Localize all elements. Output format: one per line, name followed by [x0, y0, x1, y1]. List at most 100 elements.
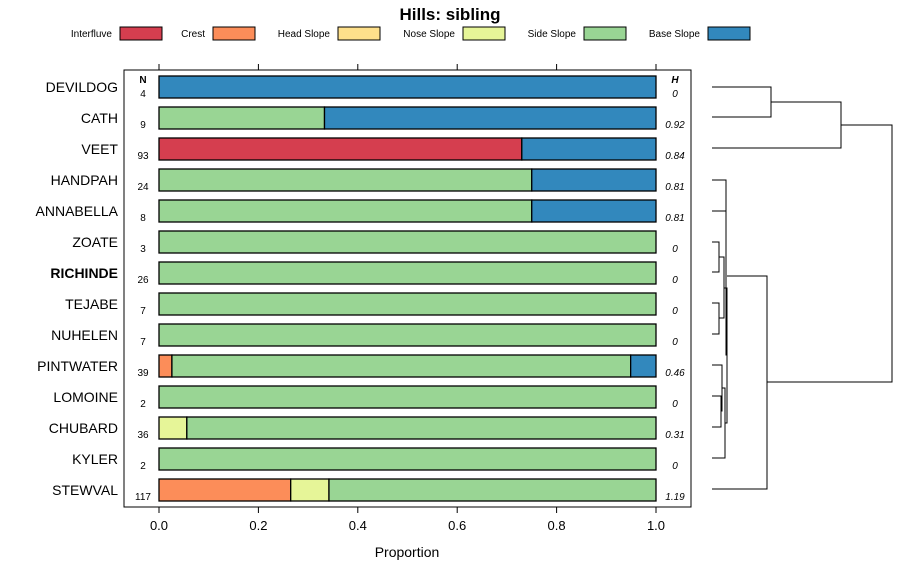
dendrogram-branch [712, 275, 768, 490]
n-value: 39 [137, 368, 149, 379]
n-value: 2 [140, 461, 146, 472]
row-label: NUHELEN [51, 327, 118, 343]
bar-segment-side-slope [158, 385, 657, 409]
row-nuhelen: NUHELEN 7 0 [51, 323, 678, 348]
row-label: LOMOINE [53, 389, 118, 405]
x-tick-label: 0.8 [548, 518, 566, 533]
bar-segment-side-slope [158, 230, 657, 254]
row-handpah: HANDPAH 24 0.81 [51, 168, 685, 193]
n-value: 4 [140, 89, 146, 100]
x-tick-label: 0.0 [150, 518, 168, 533]
row-richinde: RICHINDE 26 0 [50, 261, 678, 286]
n-value: 93 [137, 151, 149, 162]
legend-swatch [337, 26, 381, 41]
bar-segment-crest [158, 354, 173, 378]
row-label: CATH [81, 110, 118, 126]
x-tick-label: 0.2 [249, 518, 267, 533]
row-chubard: CHUBARD 36 0.31 [49, 416, 685, 441]
row-kyler: KYLER 2 0 [72, 447, 678, 472]
row-cath: CATH 9 0.92 [81, 106, 685, 131]
row-pintwater: PINTWATER 39 0.46 [37, 354, 685, 379]
legend-label: Side Slope [528, 29, 577, 40]
legend-swatch [583, 26, 627, 41]
n-value: 2 [140, 399, 146, 410]
x-tick-label: 1.0 [647, 518, 665, 533]
row-label: PINTWATER [37, 358, 118, 374]
row-label: KYLER [72, 451, 118, 467]
h-column-header: H [671, 75, 679, 86]
legend-swatch [119, 26, 163, 41]
dendrogram-branch [712, 86, 772, 118]
n-value: 36 [137, 430, 149, 441]
bar-segment-base-slope [323, 106, 657, 130]
plot-frame [123, 69, 692, 508]
legend-label: Interfluve [71, 29, 113, 40]
row-label: STEWVAL [52, 482, 118, 498]
row-lomoine: LOMOINE 2 0 [53, 385, 678, 410]
dendrogram-branch [712, 101, 842, 149]
row-label: ZOATE [72, 234, 118, 250]
n-column-header: N [139, 75, 146, 86]
legend-swatch [462, 26, 506, 41]
row-devildog: DEVILDOG 4 0 [46, 75, 678, 100]
dendrogram-branch [712, 395, 722, 428]
legend-label: Head Slope [278, 29, 331, 40]
dendrogram-branch [712, 241, 720, 273]
h-value: 0.81 [665, 182, 684, 193]
h-value: 0.92 [665, 120, 685, 131]
h-value: 0.81 [665, 213, 684, 224]
row-label: HANDPAH [51, 172, 118, 188]
legend: Interfluve Crest Head Slope Nose Slope Side … [71, 26, 751, 41]
bar-segment-base-slope [630, 354, 657, 378]
x-axis-label: Proportion [375, 544, 440, 560]
bar-segment-nose-slope [158, 416, 188, 440]
bar-segment-base-slope [531, 168, 657, 192]
legend-label: Nose Slope [403, 29, 455, 40]
n-value: 8 [140, 213, 146, 224]
legend-swatch [707, 26, 751, 41]
x-tick-label: 0.4 [349, 518, 367, 533]
bar-segment-side-slope [186, 416, 657, 440]
n-value: 24 [137, 182, 149, 193]
bar-segment-side-slope [158, 168, 533, 192]
dendrogram-branch [767, 124, 893, 383]
n-value: 7 [140, 337, 146, 348]
h-value: 0 [672, 399, 678, 410]
row-label: DEVILDOG [46, 79, 118, 95]
bar-segment-side-slope [158, 199, 533, 223]
row-label: ANNABELLA [36, 203, 119, 219]
bar-segment-side-slope [328, 478, 657, 502]
legend-label: Crest [181, 29, 205, 40]
bar-segment-side-slope [171, 354, 632, 378]
chart-title: Hills: sibling [399, 5, 500, 24]
dendrogram-branch [725, 196, 727, 356]
row-label: TEJABE [65, 296, 118, 312]
row-label: CHUBARD [49, 420, 118, 436]
n-value: 7 [140, 306, 146, 317]
n-value: 26 [137, 275, 149, 286]
row-zoate: ZOATE 3 0 [72, 230, 678, 255]
h-value: 0 [672, 89, 678, 100]
n-value: 9 [140, 120, 146, 131]
bar-segment-base-slope [521, 137, 657, 161]
bar-segment-side-slope [158, 447, 657, 471]
h-value: 0.84 [665, 151, 685, 162]
bar-segment-side-slope [158, 292, 657, 316]
row-annabella: ANNABELLA 8 0.81 [36, 199, 685, 224]
bar-segment-interfluve [158, 137, 523, 161]
h-value: 0 [672, 461, 678, 472]
n-value: 117 [135, 492, 151, 503]
h-value: 0.46 [665, 368, 685, 379]
h-value: 0 [672, 306, 678, 317]
bar-rows: N H DEVILDOG 4 0 CATH 9 0.92 VEET 93 0.84 HANDPAH 24… [36, 75, 686, 503]
x-tick-label: 0.6 [448, 518, 466, 533]
x-axis: 0.0 0.2 0.4 0.6 0.8 1.0 [150, 64, 665, 533]
dendrogram-branch [712, 302, 720, 335]
dendrogram-branch [712, 179, 727, 212]
h-value: 0 [672, 337, 678, 348]
dendrogram-branch [719, 256, 725, 319]
bar-segment-side-slope [158, 261, 657, 285]
row-label: VEET [81, 141, 118, 157]
bar-segment-side-slope [158, 106, 326, 130]
